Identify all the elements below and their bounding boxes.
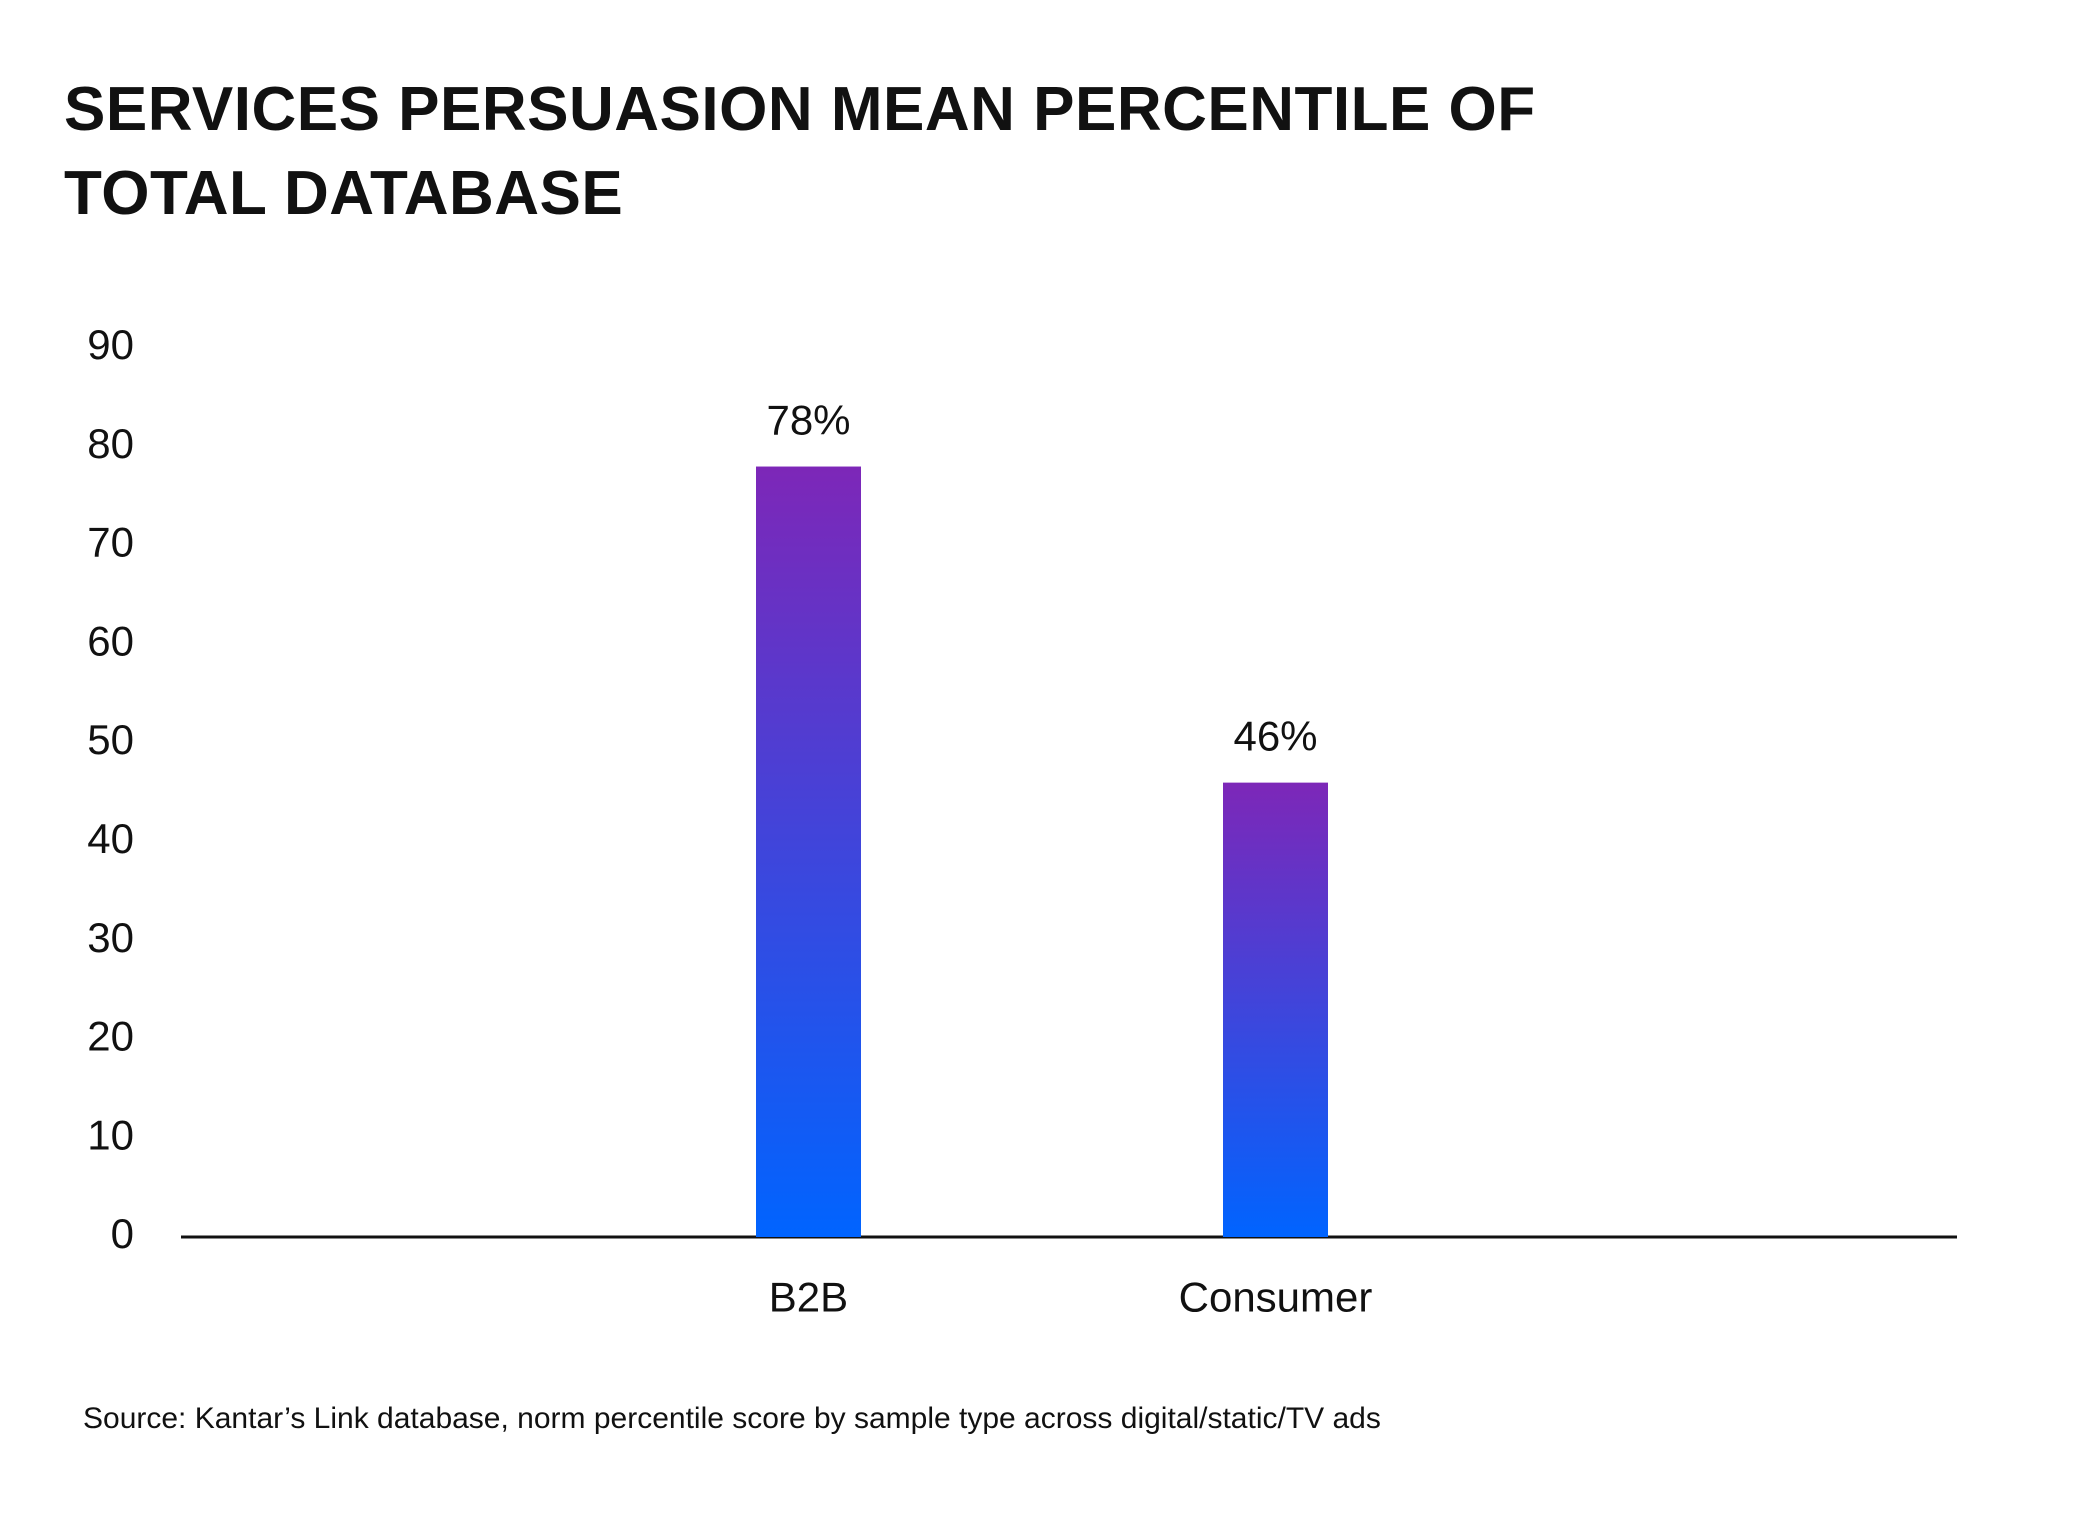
x-tick-label: B2B <box>769 1273 848 1320</box>
y-tick-label: 10 <box>87 1111 134 1158</box>
y-tick-label: 90 <box>87 321 134 368</box>
bar <box>1223 782 1328 1237</box>
y-tick-label: 60 <box>87 617 134 664</box>
y-tick-label: 30 <box>87 914 134 961</box>
value-label: 78% <box>766 397 850 444</box>
y-tick-label: 80 <box>87 420 134 467</box>
bar <box>756 466 861 1237</box>
x-tick-label: Consumer <box>1179 1273 1373 1320</box>
chart-title: SERVICES PERSUASION MEAN PERCENTILE OF T… <box>64 75 1536 228</box>
value-label: 46% <box>1233 713 1317 760</box>
y-tick-label: 20 <box>87 1013 134 1060</box>
y-tick-label: 70 <box>87 519 134 566</box>
y-tick-label: 0 <box>111 1210 134 1257</box>
source-note: Source: Kantar’s Link database, norm per… <box>83 1402 1381 1435</box>
y-tick-label: 40 <box>87 815 134 862</box>
y-tick-label: 50 <box>87 716 134 763</box>
